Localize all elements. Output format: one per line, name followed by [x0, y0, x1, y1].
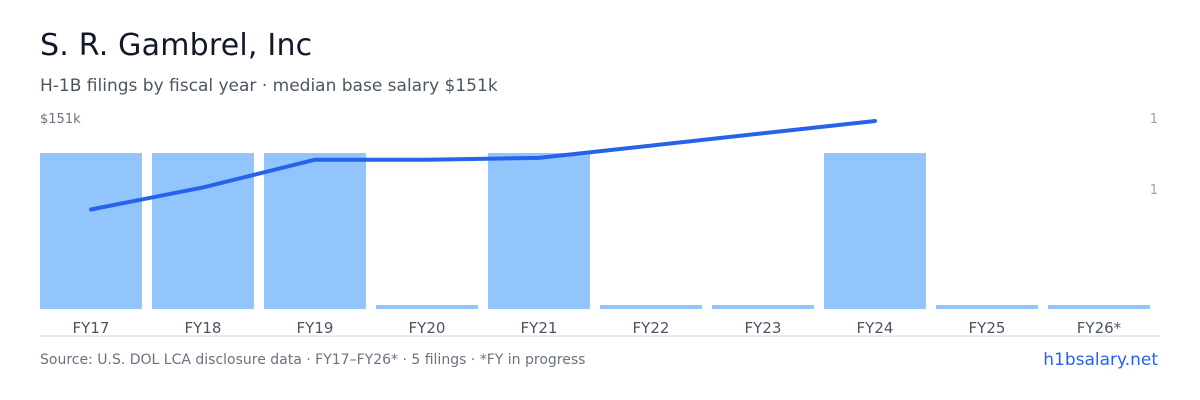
bar-fy26-partial	[1048, 305, 1150, 309]
x-tick-label: FY18	[185, 319, 222, 337]
bar-fy24	[824, 153, 926, 309]
bar-fy22	[600, 305, 702, 309]
x-tick-labels: FY17 FY18 FY19 FY20 FY21 FY22 FY23 FY24 FY25 FY26…	[73, 319, 1122, 337]
bars-group	[40, 153, 1150, 309]
bar-fy19	[264, 153, 366, 309]
bar-fy23	[712, 305, 814, 309]
salary-axis-label: $151k	[40, 112, 81, 127]
x-tick-label: FY19	[297, 319, 334, 337]
brand-link[interactable]: h1bsalary.net	[1043, 350, 1158, 370]
source-note: Source: U.S. DOL LCA disclosure data · F…	[40, 352, 586, 368]
count-axis-label-top: 1	[1149, 112, 1158, 127]
x-tick-label: FY25	[969, 319, 1006, 337]
x-tick-label: FY24	[857, 319, 894, 337]
bar-fy25	[936, 305, 1038, 309]
salary-line	[89, 119, 877, 212]
x-tick-label: FY26*	[1077, 319, 1122, 337]
x-tick-label: FY21	[521, 319, 558, 337]
x-tick-label: FY22	[633, 319, 670, 337]
x-tick-label: FY17	[73, 319, 110, 337]
x-tick-label: FY23	[745, 319, 782, 337]
bar-fy18	[152, 153, 254, 309]
chart-title: S. R. Gambrel, Inc	[40, 28, 313, 63]
bar-fy21	[488, 153, 590, 309]
chart-subtitle: H-1B filings by fiscal year · median bas…	[40, 76, 498, 96]
bar-fy20	[376, 305, 478, 309]
x-tick-label: FY20	[409, 319, 446, 337]
bar-fy17	[40, 153, 142, 309]
count-axis-label-mid: 1	[1149, 183, 1158, 198]
